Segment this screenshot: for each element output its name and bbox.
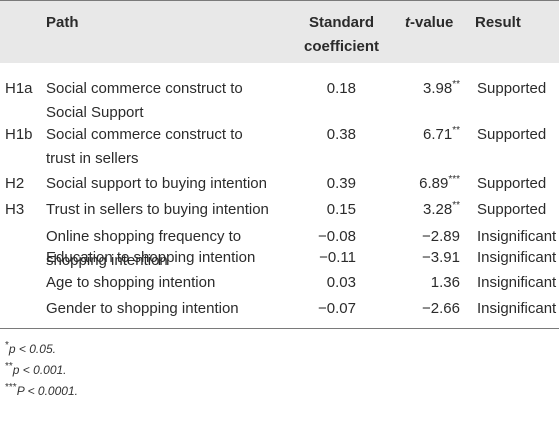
footnote: *p < 0.05.	[5, 339, 78, 360]
row-path-line1: Social commerce construct to	[46, 80, 243, 97]
row-t-value: 1.36	[430, 274, 460, 291]
footnote: **p < 0.001.	[5, 360, 78, 381]
row-result: Insignificant	[477, 300, 557, 317]
row-t-num: 3.28	[423, 201, 453, 218]
row-coef: 0.39	[326, 175, 356, 192]
row-path: Social support to buying intention	[46, 175, 267, 192]
row-t-value: −2.66	[422, 300, 460, 317]
row-path: Trust in sellers to buying intention	[46, 201, 269, 218]
row-t-value: 3.28**	[390, 198, 460, 222]
row-t-sig: **	[452, 125, 460, 136]
table-header	[0, 0, 559, 63]
row-path: Social commerce construct to trust in se…	[46, 123, 286, 171]
row-result: Supported	[477, 201, 547, 218]
row-coef: 0.03	[326, 274, 356, 291]
row-path: Gender to shopping intention	[46, 300, 239, 317]
results-table: Path Standard coefficient t-value Result…	[0, 0, 559, 329]
header-result: Result	[475, 14, 521, 31]
row-result: Insignificant	[477, 249, 557, 266]
row-coef: 0.18	[326, 80, 356, 97]
header-coef-line1: Standard	[309, 14, 375, 31]
footnote-text: P < 0.0001.	[16, 384, 78, 398]
row-coef: −0.08	[318, 228, 356, 245]
row-t-value: 6.71**	[390, 123, 460, 147]
row-t-num: 3.98	[423, 80, 453, 97]
row-t-sig: **	[452, 200, 460, 211]
row-t-num: 6.71	[423, 126, 453, 143]
row-id: H3	[5, 201, 25, 218]
table-footnotes: *p < 0.05. **p < 0.001. ***P < 0.0001.	[5, 339, 78, 402]
footnote-mark: **	[5, 361, 13, 372]
footnote-mark: *	[5, 340, 9, 351]
footnote-text: p < 0.05.	[8, 342, 56, 356]
header-standard-coefficient: Standard coefficient	[304, 11, 379, 59]
footnote-mark: ***	[5, 382, 17, 393]
row-result: Insignificant	[477, 274, 557, 291]
row-result: Supported	[477, 126, 547, 143]
header-coef-line2: coefficient	[304, 38, 380, 55]
row-result: Insignificant	[477, 228, 557, 245]
row-t-value: 3.98**	[390, 77, 460, 101]
row-t-value: 6.89***	[390, 172, 460, 196]
footnote: ***P < 0.0001.	[5, 381, 78, 402]
header-path: Path	[46, 14, 79, 31]
row-path: Education to shopping intention	[46, 249, 256, 266]
row-coef: 0.38	[326, 126, 356, 143]
row-t-num: 6.89	[419, 175, 449, 192]
table-bottom-rule	[0, 328, 559, 329]
row-path: Age to shopping intention	[46, 274, 216, 291]
row-coef: −0.07	[318, 300, 356, 317]
row-t-value: −2.89	[422, 228, 460, 245]
row-coef: −0.11	[319, 249, 356, 266]
row-path-line1: Social commerce construct to	[46, 126, 243, 143]
row-result: Supported	[477, 175, 547, 192]
row-t-value: −3.91	[422, 249, 460, 266]
header-t-letter: t	[405, 14, 410, 31]
header-t-value: t-value	[405, 11, 453, 35]
row-path-line2: trust in sellers	[46, 150, 139, 167]
row-path-line2: shopping intention	[46, 252, 168, 269]
row-id: H2	[5, 175, 25, 192]
row-path: Social commerce construct to Social Supp…	[46, 77, 286, 125]
row-id: H1a	[5, 80, 33, 97]
footnote-text: p < 0.001.	[12, 363, 67, 377]
row-id: H1b	[5, 126, 33, 143]
row-result: Supported	[477, 80, 547, 97]
row-t-sig: **	[452, 79, 460, 90]
row-path-line2: Social Support	[46, 104, 144, 121]
row-t-sig: ***	[448, 174, 460, 185]
row-coef: 0.15	[326, 201, 356, 218]
row-path: Online shopping frequency to shopping in…	[46, 225, 286, 273]
row-path-line1: Online shopping frequency to	[46, 228, 242, 245]
header-t-rest: -value	[410, 14, 454, 31]
